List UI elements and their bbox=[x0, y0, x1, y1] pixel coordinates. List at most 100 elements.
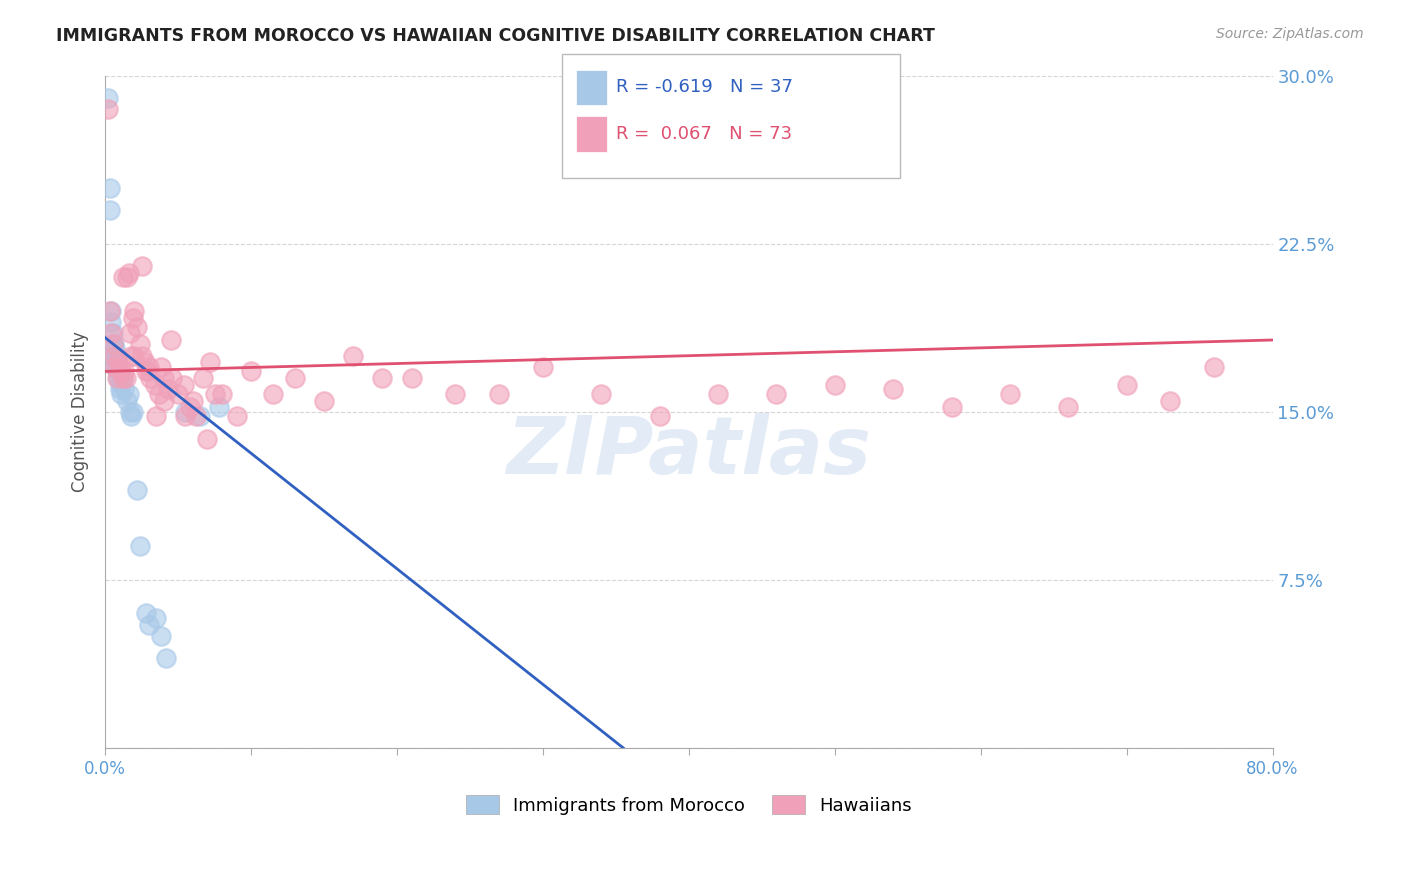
Text: R = -0.619   N = 37: R = -0.619 N = 37 bbox=[616, 78, 793, 96]
Point bbox=[181, 393, 204, 408]
Point bbox=[1057, 401, 1080, 415]
Point bbox=[371, 371, 394, 385]
Point bbox=[882, 382, 904, 396]
Point bbox=[122, 405, 145, 419]
Text: ZIPatlas: ZIPatlas bbox=[506, 413, 872, 491]
Point bbox=[131, 349, 153, 363]
Point bbox=[1159, 393, 1181, 408]
Point bbox=[97, 102, 120, 116]
Point bbox=[184, 409, 207, 424]
Point bbox=[110, 364, 132, 378]
Point bbox=[824, 377, 846, 392]
Point bbox=[156, 382, 179, 396]
Point bbox=[103, 349, 125, 363]
Point bbox=[143, 377, 166, 392]
Point bbox=[174, 405, 197, 419]
Point bbox=[117, 386, 139, 401]
Point bbox=[118, 326, 141, 341]
Point bbox=[101, 337, 124, 351]
Point bbox=[149, 629, 172, 643]
Point bbox=[108, 359, 131, 374]
Point bbox=[114, 371, 136, 385]
Point bbox=[105, 371, 128, 385]
Point bbox=[162, 371, 184, 385]
Point bbox=[134, 355, 156, 369]
Point bbox=[118, 405, 141, 419]
Point bbox=[173, 377, 195, 392]
Point bbox=[115, 393, 138, 408]
Point bbox=[135, 607, 157, 621]
Point bbox=[401, 371, 423, 385]
Y-axis label: Cognitive Disability: Cognitive Disability bbox=[72, 331, 89, 492]
Point bbox=[145, 611, 167, 625]
Point bbox=[1115, 377, 1137, 392]
Point bbox=[111, 371, 134, 385]
Point bbox=[124, 304, 146, 318]
Point bbox=[179, 401, 201, 415]
Point bbox=[160, 333, 183, 347]
Point bbox=[488, 386, 510, 401]
Point bbox=[127, 483, 149, 498]
Point bbox=[200, 355, 222, 369]
Point bbox=[191, 371, 214, 385]
Point bbox=[104, 349, 127, 363]
Text: IMMIGRANTS FROM MOROCCO VS HAWAIIAN COGNITIVE DISABILITY CORRELATION CHART: IMMIGRANTS FROM MOROCCO VS HAWAIIAN COGN… bbox=[56, 27, 935, 45]
Point bbox=[155, 651, 177, 665]
Point bbox=[117, 266, 139, 280]
Point bbox=[314, 393, 336, 408]
Point bbox=[136, 364, 159, 378]
Point bbox=[174, 409, 197, 424]
Point bbox=[107, 364, 129, 378]
Point bbox=[103, 349, 125, 363]
Point bbox=[129, 337, 152, 351]
Point bbox=[195, 432, 218, 446]
Point bbox=[103, 337, 125, 351]
Point bbox=[122, 310, 145, 325]
Point bbox=[104, 359, 127, 374]
Point bbox=[591, 386, 613, 401]
Legend: Immigrants from Morocco, Hawaiians: Immigrants from Morocco, Hawaiians bbox=[458, 789, 920, 822]
Point bbox=[129, 539, 152, 553]
Point bbox=[149, 359, 172, 374]
Point bbox=[107, 355, 129, 369]
Point bbox=[152, 371, 174, 385]
Point bbox=[152, 393, 174, 408]
Point bbox=[110, 386, 132, 401]
Point bbox=[124, 349, 146, 363]
Point bbox=[208, 401, 231, 415]
Point bbox=[97, 91, 120, 105]
Point bbox=[100, 315, 122, 329]
Point bbox=[139, 371, 162, 385]
Point bbox=[101, 326, 124, 341]
Point bbox=[108, 376, 131, 390]
Point bbox=[111, 270, 134, 285]
Point bbox=[531, 359, 554, 374]
Point bbox=[138, 359, 160, 374]
Point bbox=[112, 382, 135, 396]
Text: R =  0.067   N = 73: R = 0.067 N = 73 bbox=[616, 125, 792, 143]
Point bbox=[262, 386, 284, 401]
Point bbox=[101, 337, 124, 351]
Point bbox=[138, 617, 160, 632]
Point bbox=[104, 342, 127, 356]
Point bbox=[284, 371, 307, 385]
Point bbox=[240, 364, 263, 378]
Point bbox=[941, 401, 963, 415]
Point bbox=[121, 349, 143, 363]
Point bbox=[98, 304, 121, 318]
Point bbox=[204, 386, 226, 401]
Point bbox=[107, 371, 129, 385]
Point bbox=[100, 304, 122, 318]
Point bbox=[111, 371, 134, 385]
Point bbox=[998, 386, 1021, 401]
Point bbox=[145, 409, 167, 424]
Point bbox=[1204, 359, 1226, 374]
Point bbox=[101, 342, 124, 356]
Point bbox=[104, 359, 127, 374]
Point bbox=[167, 386, 190, 401]
Point bbox=[108, 382, 131, 396]
Point bbox=[342, 349, 364, 363]
Point bbox=[115, 270, 138, 285]
Point bbox=[707, 386, 730, 401]
Point bbox=[148, 386, 170, 401]
